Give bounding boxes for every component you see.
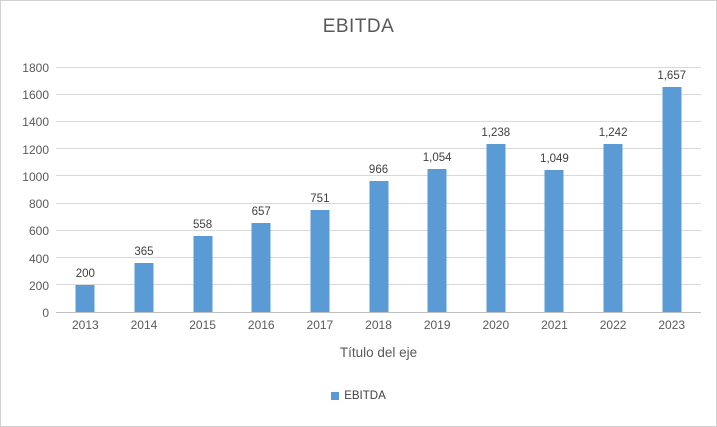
bar-column-2015: 558 [173, 68, 232, 312]
data-label-2014: 365 [134, 245, 154, 258]
plot-area: 200 365 558 657 751 966 1,054 1,238 1,049 1,242 1,… [56, 67, 701, 313]
x-axis-title: Título del eje [339, 345, 418, 360]
bar-2017 [310, 210, 330, 312]
bar-column-2016: 657 [232, 68, 291, 312]
y-tick-label: 600 [28, 224, 49, 239]
x-tick-label-2015: 2015 [189, 318, 216, 332]
y-tick-label: 800 [28, 197, 49, 212]
data-label-2018: 966 [368, 164, 389, 177]
legend: EBITDA [1, 390, 716, 402]
bar-column-2023: 1,657 [642, 68, 701, 312]
bar-2014 [134, 262, 154, 312]
y-tick-label: 1600 [22, 88, 49, 103]
bar-column-2021: 1,049 [525, 68, 584, 312]
x-axis: 2013 2014 2015 2016 2017 2018 2019 2020 2021 2022… [56, 318, 701, 332]
bar-column-2019: 1,054 [408, 68, 467, 312]
bar-2013 [75, 284, 95, 312]
bar-2023 [662, 87, 682, 312]
gridline [56, 67, 701, 68]
data-label-2022: 1,242 [598, 126, 628, 139]
x-tick-label-2021: 2021 [541, 318, 568, 332]
y-tick-label: 1000 [22, 169, 49, 184]
data-label-2023: 1,657 [657, 70, 687, 83]
gridline [56, 94, 701, 96]
bar-series: 200 365 558 657 751 966 1,054 1,238 1,049 1,242 1,… [56, 68, 701, 312]
bar-2018 [369, 181, 389, 312]
data-label-2020: 1,238 [481, 127, 511, 140]
bar-column-2022: 1,242 [584, 68, 643, 312]
data-label-2019: 1,054 [422, 152, 452, 165]
bar-column-2020: 1,238 [466, 68, 525, 312]
x-tick-label-2020: 2020 [482, 318, 510, 332]
x-tick-label-2013: 2013 [71, 318, 99, 332]
x-tick-label-2014: 2014 [130, 318, 158, 332]
bar-2020 [486, 144, 506, 312]
x-tick-label-2016: 2016 [247, 318, 275, 332]
bar-2015 [193, 236, 213, 312]
x-tick-label-2023: 2023 [658, 318, 686, 332]
chart-title: EBITDA [322, 16, 395, 37]
y-tick-label: 1800 [22, 61, 49, 75]
legend-label: EBITDA [344, 390, 386, 402]
x-tick-label-2022: 2022 [599, 318, 627, 332]
y-tick-label: 1400 [22, 115, 49, 130]
y-tick-label: 1200 [22, 142, 49, 157]
y-tick-label: 0 [42, 306, 49, 320]
gridline [56, 121, 701, 123]
data-label-2015: 558 [193, 219, 213, 232]
y-tick-label: 400 [28, 251, 49, 266]
x-tick-label-2019: 2019 [423, 318, 451, 332]
y-tick-label: 200 [28, 278, 49, 293]
bar-column-2018: 966 [349, 68, 408, 312]
bar-2019 [427, 169, 447, 312]
gridline [56, 148, 701, 150]
y-axis: 0 200 400 600 800 1000 1200 1400 1600 1800 [1, 61, 49, 320]
bar-2022 [603, 143, 623, 312]
bar-column-2017: 751 [291, 68, 350, 312]
legend-swatch-icon [331, 392, 340, 400]
data-label-2013: 200 [75, 267, 95, 280]
bar-column-2013: 200 [56, 68, 115, 312]
x-tick-label-2018: 2018 [365, 318, 392, 332]
bar-column-2014: 365 [115, 68, 174, 312]
data-label-2016: 657 [251, 205, 271, 218]
bar-2021 [544, 169, 564, 312]
data-label-2021: 1,049 [540, 152, 569, 165]
bar-2016 [251, 222, 271, 312]
data-label-2017: 751 [310, 193, 330, 206]
gridline [56, 175, 701, 177]
x-tick-label-2017: 2017 [306, 318, 334, 332]
